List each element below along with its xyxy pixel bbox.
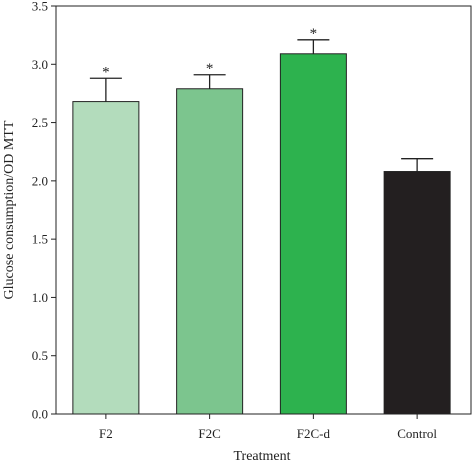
y-tick-label: 0.5 [32,348,48,363]
x-tick-label: F2C [198,426,220,441]
y-tick-label: 2.5 [32,115,48,130]
x-tick-label: F2C-d [297,426,331,441]
significance-mark: * [310,26,318,42]
x-tick-label: F2 [99,426,113,441]
y-tick-label: 1.5 [32,232,48,247]
plot-frame [55,5,472,415]
y-axis: 0.0 0.5 1.0 1.5 2.0 2.5 3.0 3.5 [32,0,56,422]
y-tick-label: 3.0 [32,57,48,72]
y-tick-label: 3.5 [32,0,48,14]
bars: * * * [72,26,451,415]
x-axis: F2 F2C F2C-d Control [99,414,437,441]
y-tick-label: 0.0 [32,407,48,422]
significance-mark: * [206,61,214,77]
x-axis-label: Treatment [233,449,290,464]
bar-control [383,171,451,415]
x-tick-label: Control [397,426,437,441]
bar-f2c [176,88,244,415]
bar-f2c-d [279,53,347,415]
y-tick-label: 2.0 [32,173,48,188]
y-axis-label: Glucose consumption/OD MTT [2,120,17,299]
significance-mark: * [102,64,110,80]
bar-f2 [72,101,140,415]
y-tick-label: 1.0 [32,290,48,305]
